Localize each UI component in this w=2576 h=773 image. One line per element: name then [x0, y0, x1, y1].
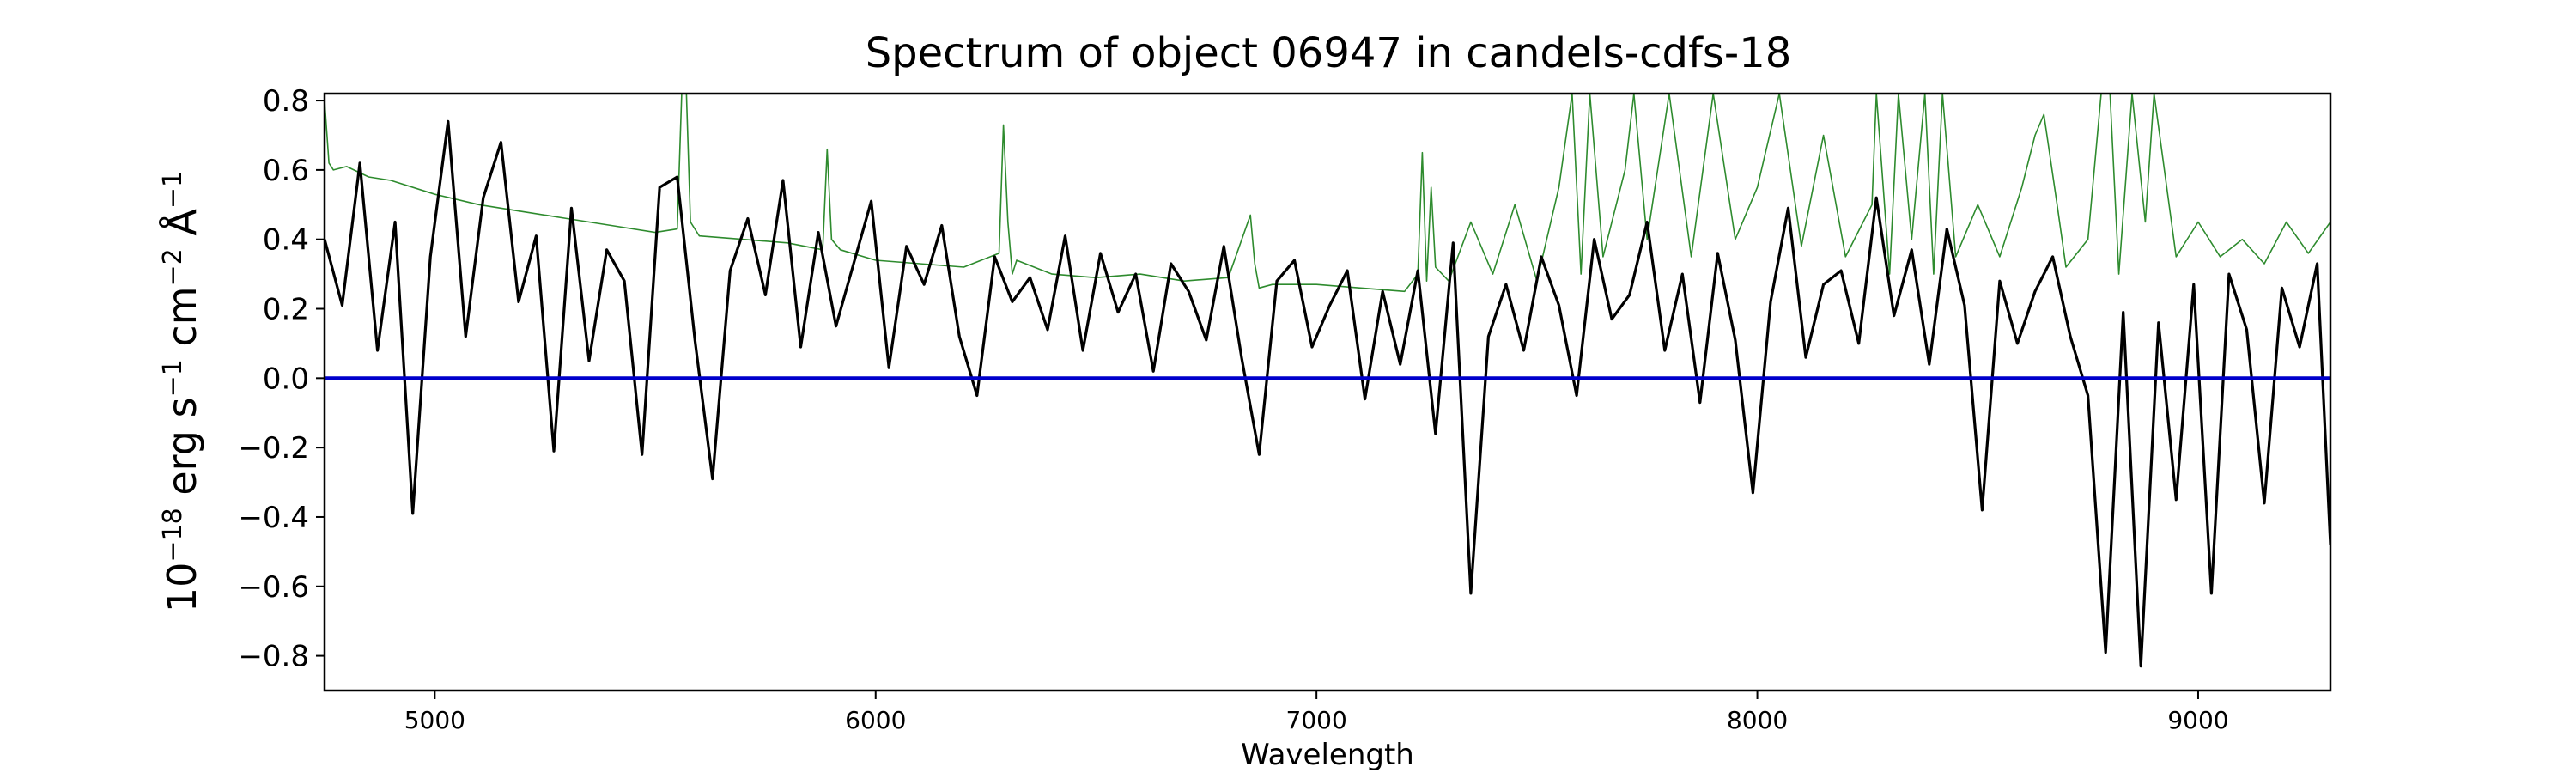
- y-tick-label: −0.2: [238, 431, 309, 466]
- chart-title: Spectrum of object 06947 in candels-cdfs…: [866, 29, 1792, 77]
- y-tick-label: −0.8: [238, 640, 309, 674]
- y-tick-label: 0.0: [263, 362, 309, 396]
- x-axis-label: Wavelength: [1241, 738, 1414, 772]
- x-tick-label: 8000: [1727, 706, 1788, 734]
- plot-area: [323, 92, 2332, 692]
- y-axis-label: 10−18 erg s−1 cm−2 Å−1: [158, 171, 206, 612]
- x-tick-label: 6000: [845, 706, 906, 734]
- y-tick-label: 0.8: [263, 84, 309, 119]
- y-tick-label: −0.6: [238, 570, 309, 605]
- y-tick-label: 0.2: [263, 293, 309, 327]
- error-series-line: [325, 94, 2330, 293]
- x-axis: 5000 6000 7000 8000 9000: [404, 691, 2229, 734]
- flux-series-line: [325, 119, 2330, 668]
- plot-frame: [323, 92, 2332, 692]
- x-tick-label: 5000: [404, 706, 465, 734]
- y-tick-label: 0.6: [263, 154, 309, 188]
- y-axis: −0.8 −0.6 −0.4 −0.2 0.0 0.2 0.4 0.6 0.8: [238, 84, 325, 674]
- y-tick-label: −0.4: [238, 501, 309, 535]
- x-tick-label: 9000: [2167, 706, 2228, 734]
- x-tick-label: 7000: [1286, 706, 1347, 734]
- y-tick-label: 0.4: [263, 223, 309, 258]
